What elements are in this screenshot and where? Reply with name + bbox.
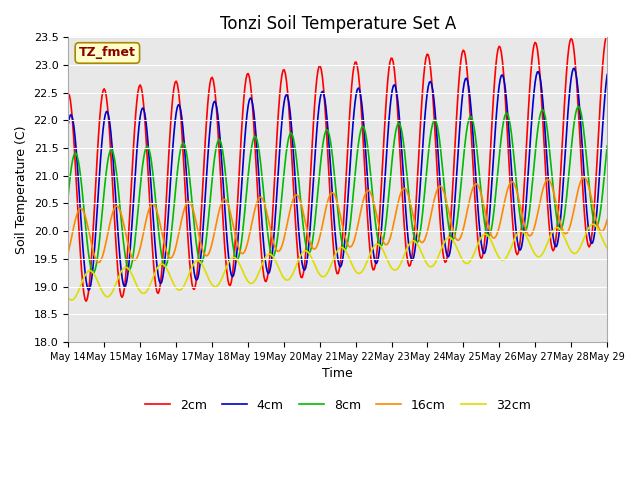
- Title: Tonzi Soil Temperature Set A: Tonzi Soil Temperature Set A: [220, 15, 456, 33]
- 32cm: [461, 260, 469, 266]
- 2cm: [64, 90, 72, 96]
- 8cm: [89, 270, 97, 276]
- 2cm: [393, 95, 401, 100]
- 32cm: [64, 295, 72, 300]
- Legend: 2cm, 4cm, 8cm, 16cm, 32cm: 2cm, 4cm, 8cm, 16cm, 32cm: [140, 394, 536, 417]
- 32cm: [367, 250, 374, 255]
- 32cm: [68, 297, 76, 303]
- Line: 8cm: 8cm: [68, 107, 607, 273]
- Line: 2cm: 2cm: [68, 35, 607, 301]
- 8cm: [233, 257, 241, 263]
- 2cm: [604, 32, 611, 37]
- 4cm: [367, 224, 374, 230]
- 16cm: [95, 260, 102, 265]
- 4cm: [604, 72, 611, 78]
- 8cm: [292, 157, 300, 163]
- 32cm: [292, 262, 300, 268]
- 32cm: [233, 257, 241, 263]
- 2cm: [461, 53, 469, 59]
- 16cm: [393, 206, 401, 212]
- Line: 16cm: 16cm: [68, 177, 607, 263]
- X-axis label: Time: Time: [323, 367, 353, 380]
- Text: TZ_fmet: TZ_fmet: [79, 47, 136, 60]
- 16cm: [292, 192, 300, 198]
- 16cm: [580, 174, 588, 180]
- 8cm: [574, 104, 582, 109]
- 8cm: [64, 193, 72, 199]
- 8cm: [367, 174, 374, 180]
- 32cm: [589, 221, 596, 227]
- 16cm: [64, 250, 72, 256]
- 2cm: [233, 211, 241, 217]
- 4cm: [84, 287, 92, 293]
- 2cm: [292, 236, 300, 242]
- 4cm: [555, 233, 563, 239]
- 8cm: [604, 143, 611, 149]
- 32cm: [393, 266, 401, 272]
- 8cm: [461, 138, 469, 144]
- 8cm: [555, 225, 563, 230]
- 4cm: [64, 121, 72, 127]
- 2cm: [83, 299, 90, 304]
- 8cm: [393, 124, 401, 130]
- Y-axis label: Soil Temperature (C): Soil Temperature (C): [15, 125, 28, 254]
- 4cm: [570, 66, 577, 72]
- 4cm: [393, 90, 401, 96]
- 16cm: [233, 240, 241, 245]
- 2cm: [555, 202, 563, 208]
- 4cm: [461, 76, 469, 82]
- 32cm: [555, 225, 563, 231]
- Line: 4cm: 4cm: [68, 69, 607, 290]
- 4cm: [233, 249, 241, 254]
- Line: 32cm: 32cm: [68, 224, 607, 300]
- 2cm: [367, 256, 374, 262]
- 16cm: [367, 191, 374, 196]
- 32cm: [604, 245, 611, 251]
- 16cm: [555, 213, 563, 218]
- 16cm: [461, 217, 469, 223]
- 16cm: [604, 217, 611, 223]
- 4cm: [292, 197, 300, 203]
